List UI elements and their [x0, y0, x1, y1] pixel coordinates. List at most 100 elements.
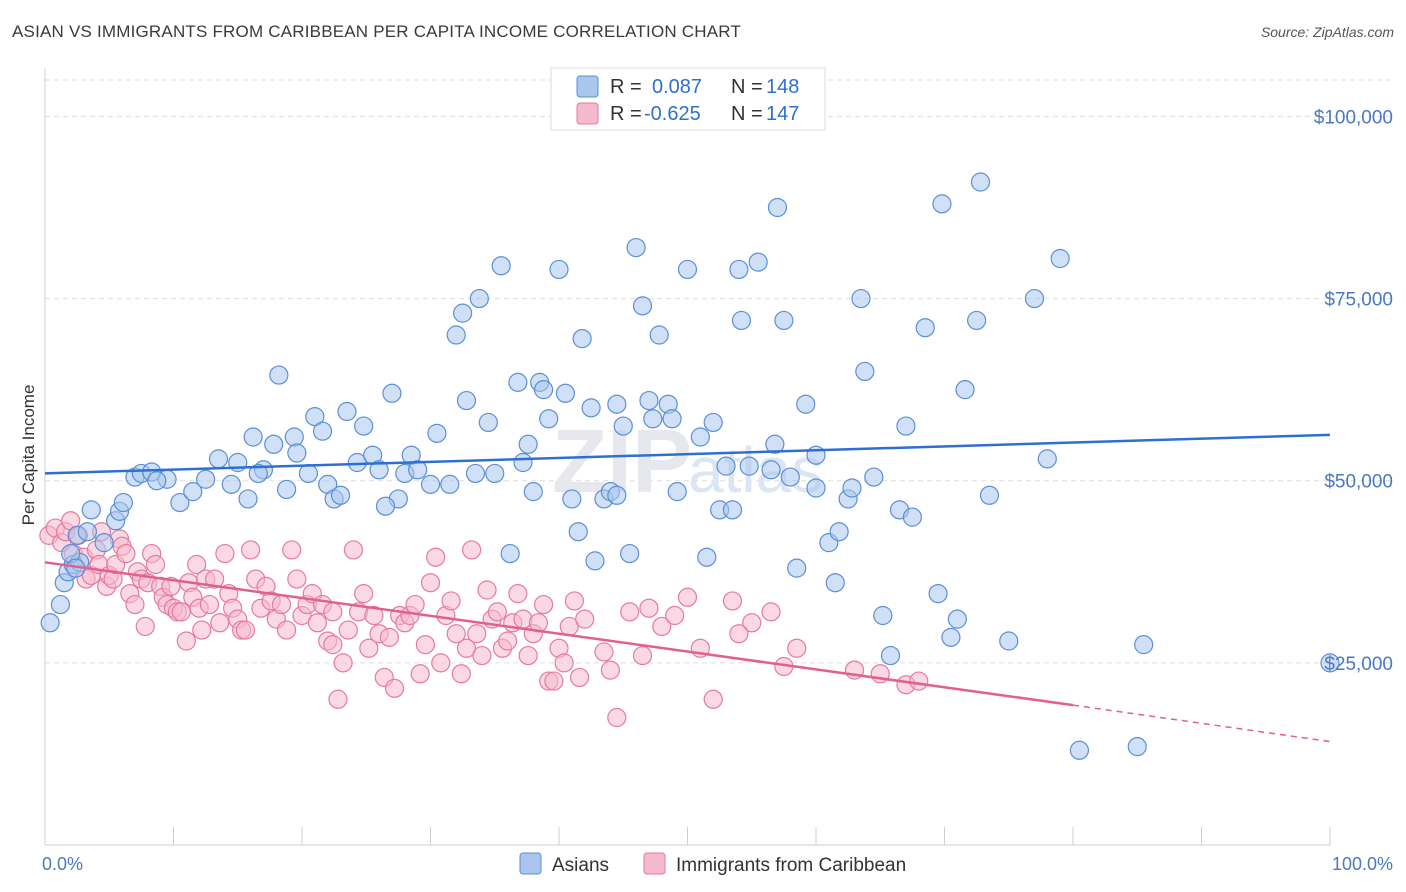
asians-point: [183, 482, 203, 502]
asians-point: [716, 456, 736, 476]
legend-n-value-caribbean: 147: [766, 103, 799, 125]
asians-point: [523, 482, 543, 502]
asians-point: [568, 522, 588, 542]
caribbean-point: [364, 605, 384, 626]
asians-point: [873, 605, 893, 626]
asians-point: [469, 288, 489, 309]
asians-point: [440, 474, 460, 494]
caribbean-point: [467, 624, 487, 644]
asians-point: [739, 456, 759, 476]
asians-point: [880, 645, 901, 666]
caribbean-point: [323, 635, 343, 655]
caribbean-point: [518, 645, 538, 666]
asians-point: [731, 310, 752, 331]
asians-point: [420, 474, 441, 494]
asians-point: [284, 427, 304, 447]
caribbean-point: [415, 635, 435, 655]
x-tick-label-end: 100.0%: [1332, 854, 1393, 874]
asians-point: [639, 390, 659, 411]
series-caribbean-points: [39, 511, 929, 728]
asians-point: [549, 259, 569, 280]
asians-point: [243, 427, 263, 447]
asians-point: [1037, 449, 1057, 469]
caribbean-point: [235, 620, 256, 640]
caribbean-point: [276, 620, 297, 640]
asians-point: [722, 500, 743, 520]
caribbean-point: [343, 540, 363, 560]
legend-r-value-caribbean: -0.625: [644, 103, 701, 125]
caribbean-point: [462, 540, 482, 560]
caribbean-point: [441, 591, 461, 611]
asians-point: [347, 452, 367, 473]
caribbean-point: [192, 620, 212, 640]
series-asians-points: [40, 172, 1340, 760]
asians-point: [729, 259, 749, 280]
caribbean-point: [333, 653, 353, 673]
caribbean-point: [287, 569, 307, 589]
asians-point: [829, 522, 849, 542]
asians-point: [408, 460, 428, 480]
caribbean-point: [639, 598, 659, 618]
asians-point: [533, 380, 554, 400]
asians-point: [607, 394, 627, 414]
caribbean-point: [607, 707, 627, 728]
caribbean-point: [722, 591, 743, 611]
asians-point: [375, 496, 396, 516]
bottom-legend: Asians Immigrants from Caribbean: [519, 852, 906, 876]
asians-point: [979, 485, 1000, 505]
legend-r-value-asians: 0.087: [652, 76, 702, 98]
caribbean-point: [420, 573, 441, 593]
caribbean-point: [125, 594, 145, 615]
caribbean-point: [215, 543, 235, 564]
trend-line-asians: [44, 433, 1331, 475]
asians-point: [864, 467, 884, 487]
asians-point: [77, 522, 98, 542]
caribbean-point: [328, 689, 348, 709]
caribbean-point: [456, 638, 477, 658]
asians-point: [478, 412, 498, 433]
asians-point: [248, 463, 268, 484]
asians-point: [774, 310, 794, 331]
asians-point: [354, 416, 374, 436]
asians-point: [269, 365, 289, 385]
caribbean-point: [271, 594, 292, 615]
top-legend: R = 0.087 N = 148 R = -0.625 N = 147: [550, 67, 826, 131]
asians-point: [337, 401, 357, 422]
caribbean-point: [282, 540, 302, 560]
caribbean-point: [620, 602, 640, 622]
asians-point: [806, 478, 826, 498]
caribbean-point: [451, 664, 471, 684]
asians-point: [581, 398, 601, 418]
caribbean-point: [477, 580, 497, 600]
caribbean-point: [323, 602, 343, 622]
asians-point: [765, 434, 785, 454]
asians-point: [796, 394, 816, 414]
trend-lines: [44, 433, 1331, 743]
asians-point: [40, 613, 60, 633]
asians-point: [703, 412, 723, 433]
asians-point: [170, 492, 190, 513]
asians-point: [690, 427, 710, 447]
y-tick-label: $25,000: [1324, 654, 1393, 675]
chart-source: Source: ZipAtlas.com: [1260, 24, 1394, 40]
asians-point: [842, 478, 862, 498]
asians-point: [382, 383, 402, 403]
asians-point: [196, 469, 216, 489]
y-tick-label: $50,000: [1324, 472, 1393, 493]
asians-point: [369, 460, 389, 480]
asians-point: [780, 467, 800, 487]
asians-point: [748, 252, 768, 272]
asians-point: [632, 296, 653, 316]
asians-point: [613, 416, 633, 436]
caribbean-point: [338, 620, 358, 640]
caribbean-point: [210, 613, 230, 633]
caribbean-point: [472, 645, 492, 666]
asians-point: [485, 463, 505, 484]
caribbean-point: [564, 591, 585, 611]
asians-point: [697, 547, 717, 567]
asians-point: [932, 194, 952, 214]
asians-point: [851, 288, 871, 309]
asians-point: [572, 329, 592, 349]
legend-r-label-asians: R =: [610, 76, 642, 98]
asians-point: [1069, 740, 1090, 760]
